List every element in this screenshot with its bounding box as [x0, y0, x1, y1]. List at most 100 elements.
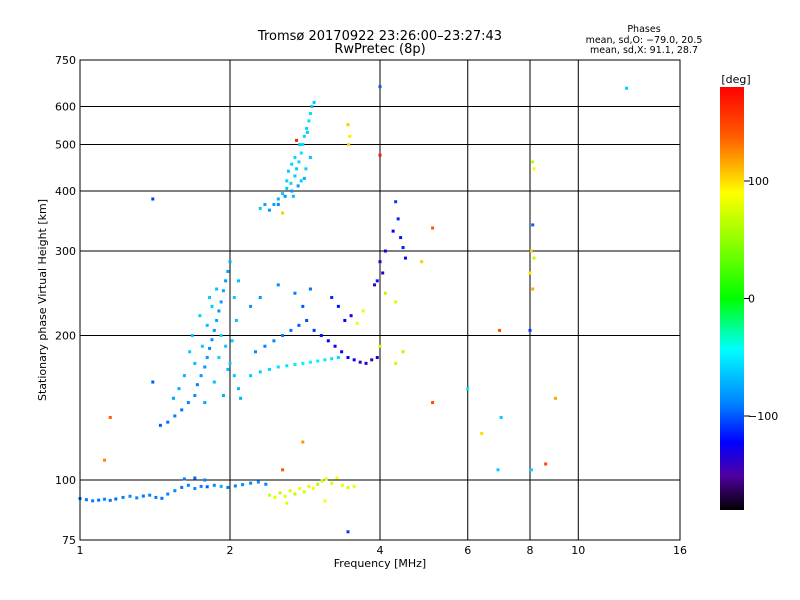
data-point	[108, 415, 112, 419]
data-point	[232, 374, 236, 378]
data-point	[301, 440, 305, 444]
data-point	[529, 468, 533, 472]
data-point	[378, 85, 382, 89]
data-point	[180, 485, 184, 489]
data-point	[128, 494, 132, 498]
data-point	[364, 361, 368, 365]
data-point	[97, 498, 101, 502]
data-point	[215, 318, 219, 322]
data-point	[336, 355, 340, 359]
data-point	[186, 401, 190, 405]
chart-title: Tromsø 20170922 23:26:00–23:27:43	[257, 29, 502, 44]
data-point	[276, 202, 280, 206]
data-point	[210, 304, 214, 308]
data-point	[226, 269, 230, 273]
phases-o-stats: mean, sd,O: −79.0, 20.5	[586, 35, 703, 46]
grid	[80, 60, 680, 540]
data-point	[239, 396, 243, 400]
data-point	[212, 483, 216, 487]
data-point	[148, 493, 152, 497]
data-point	[283, 194, 287, 198]
data-point	[336, 304, 340, 308]
data-point	[383, 291, 387, 295]
data-point	[307, 484, 311, 488]
data-point	[305, 130, 309, 134]
data-point	[234, 318, 238, 322]
data-point	[258, 206, 262, 210]
data-point	[224, 344, 228, 348]
data-point	[346, 485, 350, 489]
data-point	[346, 123, 350, 127]
data-point	[221, 289, 225, 293]
data-point	[498, 328, 502, 332]
data-point	[391, 229, 395, 233]
data-point	[298, 487, 302, 491]
data-point	[330, 481, 334, 485]
colorbar-tick-label: −100	[748, 410, 778, 423]
data-point	[431, 401, 435, 405]
data-point	[330, 357, 334, 361]
data-point	[228, 361, 232, 365]
data-point	[293, 155, 297, 159]
data-point	[532, 167, 536, 171]
data-point	[193, 394, 197, 398]
data-point	[299, 151, 303, 155]
data-point	[352, 484, 356, 488]
data-point	[296, 184, 300, 188]
data-point	[285, 179, 289, 183]
y-tick-label: 200	[55, 330, 76, 343]
data-point	[335, 476, 339, 480]
data-point	[305, 318, 309, 322]
data-point	[151, 380, 155, 384]
data-point	[264, 482, 268, 486]
data-point	[343, 318, 347, 322]
data-point	[267, 367, 271, 371]
data-point	[293, 291, 297, 295]
data-point	[291, 194, 295, 198]
data-point	[203, 365, 207, 369]
x-tick-label: 10	[571, 544, 585, 557]
data-point	[304, 167, 308, 171]
x-axis-label: Frequency [MHz]	[334, 557, 426, 570]
data-point	[297, 160, 301, 164]
data-point	[195, 383, 199, 387]
data-point	[84, 498, 88, 502]
data-point	[301, 143, 305, 147]
data-point	[375, 355, 379, 359]
data-point	[323, 358, 327, 362]
data-point	[103, 497, 107, 501]
data-point	[236, 279, 240, 283]
data-point	[528, 328, 532, 332]
colorbar	[720, 87, 744, 510]
data-point	[154, 495, 158, 499]
data-point	[114, 497, 118, 501]
data-point	[305, 126, 309, 130]
data-point	[293, 174, 297, 178]
data-point	[370, 358, 374, 362]
data-point	[358, 360, 362, 364]
data-point	[166, 492, 170, 496]
data-point	[249, 374, 253, 378]
colorbar-tick-label: 0	[748, 293, 755, 306]
x-tick-label: 8	[527, 544, 534, 557]
data-point	[499, 415, 503, 419]
data-point	[199, 374, 203, 378]
data-point	[293, 363, 297, 367]
data-point	[293, 492, 297, 496]
data-point	[103, 458, 107, 462]
data-point	[286, 169, 290, 173]
data-point	[177, 387, 181, 391]
data-point	[324, 477, 328, 481]
data-point	[531, 160, 535, 164]
data-point	[232, 296, 236, 300]
data-point	[198, 314, 202, 318]
data-point	[295, 167, 299, 171]
data-point	[346, 355, 350, 359]
data-point	[373, 283, 377, 287]
data-point	[326, 339, 330, 343]
colorbar-tick-label: 100	[748, 175, 769, 188]
data-point	[312, 328, 316, 332]
data-point	[340, 483, 344, 487]
x-tick-label: 2	[227, 544, 234, 557]
data-point	[160, 496, 164, 500]
